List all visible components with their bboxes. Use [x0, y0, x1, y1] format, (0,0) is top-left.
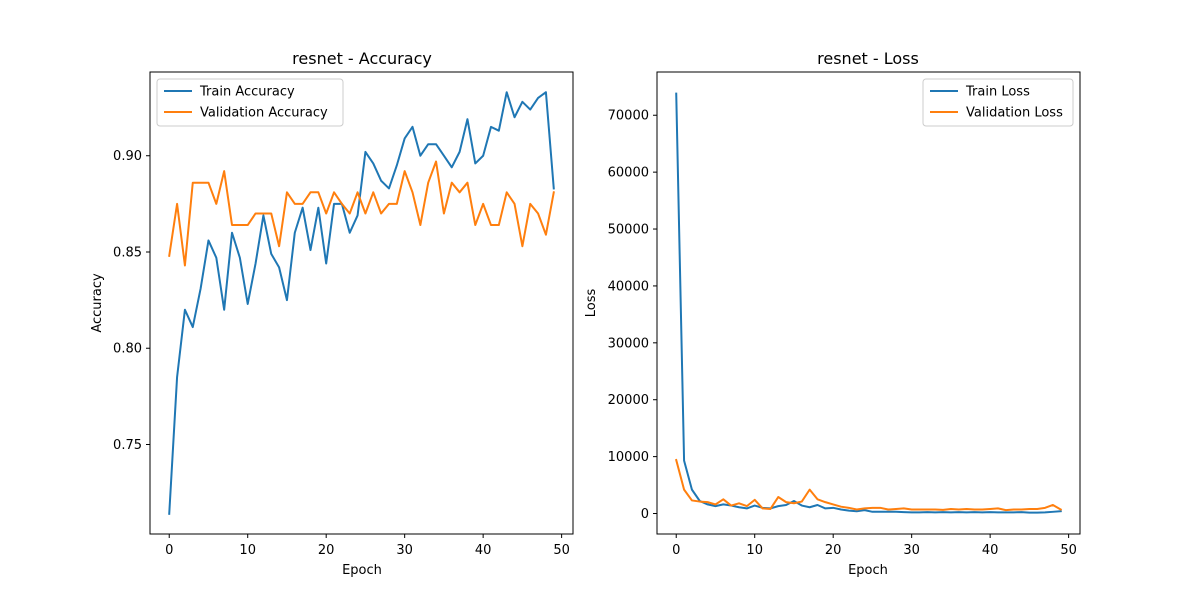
accuracy-axes-frame — [149, 71, 574, 535]
loss-legend-label-validation: Validation Loss — [966, 106, 1063, 121]
loss-y-tick-label: 30000 — [608, 336, 649, 351]
accuracy-y-tick-label: 0.75 — [113, 438, 142, 453]
loss-chart-title: resnet - Loss — [817, 49, 919, 68]
loss-y-tick-label: 70000 — [608, 109, 649, 124]
loss-y-tick-label: 50000 — [608, 223, 649, 238]
loss-x-tick-label: 10 — [746, 543, 763, 558]
loss-x-tick-label: 30 — [903, 543, 920, 558]
loss-series-line-train — [675, 92, 1062, 514]
accuracy-y-tick-label: 0.90 — [113, 149, 142, 164]
accuracy-legend-box — [156, 78, 344, 127]
loss-x-axis-label: Epoch — [848, 563, 888, 578]
loss-y-tick-label: 20000 — [608, 393, 649, 408]
accuracy-x-tick-label: 50 — [553, 543, 570, 558]
accuracy-x-tick-label: 30 — [396, 543, 413, 558]
loss-y-tick-label: 0 — [641, 507, 649, 522]
accuracy-y-tick-label: 0.80 — [113, 342, 142, 357]
accuracy-x-tick-label: 0 — [165, 543, 173, 558]
loss-series-line-validation — [675, 458, 1063, 512]
loss-y-axis-label: Loss — [584, 289, 599, 318]
loss-x-tick-label: 40 — [982, 543, 999, 558]
loss-x-tick-label: 0 — [672, 543, 680, 558]
accuracy-y-axis-label: Accuracy — [90, 273, 105, 333]
loss-legend: Train Loss Validation Loss — [922, 78, 1074, 127]
loss-chart: resnet - Loss Epoch Loss 0 10 20 30 40 50 0 100… — [584, 49, 1081, 578]
loss-legend-label-train: Train Loss — [965, 85, 1030, 100]
loss-x-tick-label: 50 — [1060, 543, 1077, 558]
loss-x-tick-label: 20 — [825, 543, 842, 558]
accuracy-x-tick-label: 10 — [239, 543, 256, 558]
accuracy-x-tick-label: 40 — [475, 543, 492, 558]
loss-y-tick-label: 60000 — [608, 166, 649, 181]
accuracy-x-axis-label: Epoch — [342, 563, 382, 578]
loss-legend-box — [922, 78, 1074, 127]
accuracy-x-tick-label: 20 — [318, 543, 335, 558]
accuracy-legend-label-validation: Validation Accuracy — [200, 106, 328, 121]
accuracy-series-line-validation — [168, 160, 555, 267]
accuracy-y-tick-label: 0.85 — [113, 245, 142, 260]
accuracy-chart-title: resnet - Accuracy — [292, 49, 432, 68]
loss-axes-frame — [656, 71, 1081, 535]
loss-y-tick-label: 10000 — [608, 450, 649, 465]
accuracy-chart: resnet - Accuracy Epoch Accuracy 0 10 20 30… — [90, 49, 574, 578]
loss-y-tick-label: 40000 — [608, 279, 649, 294]
accuracy-legend: Train Accuracy Validation Accuracy — [156, 78, 344, 127]
accuracy-series-line-train — [168, 91, 555, 515]
accuracy-legend-label-train: Train Accuracy — [199, 85, 295, 100]
